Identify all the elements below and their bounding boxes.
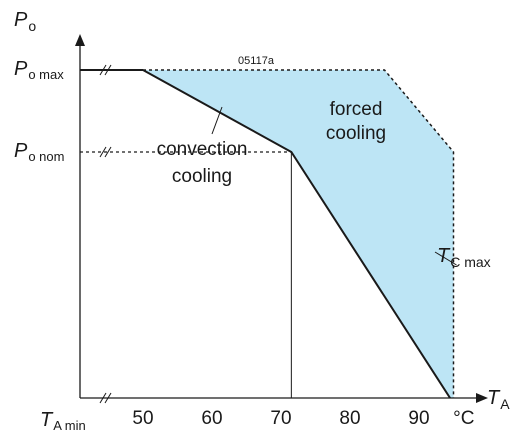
x-min-label: TA min [40,409,86,432]
x-axis-arrow [476,393,488,403]
convection-cooling-line [142,69,451,399]
y-tick-label-0-subscript: o max [28,67,64,82]
x-tick-label-0: 50 [132,408,153,429]
x-min-label-subscript: A min [53,418,86,432]
tc-max-pointer [434,251,457,266]
x-tick-label-1: 60 [201,408,222,429]
y-axis-arrow [75,34,85,46]
tc-max-label: TC max [437,245,491,270]
y-tick-label-1: Po nom [14,140,64,164]
break-mark-po-nom-b [104,146,112,158]
cooling-gain-area [143,70,454,398]
y-axis-label-subscript: o [28,18,36,34]
break-mark-x-axis-a [99,392,107,404]
figure-id: 05117a [238,55,275,67]
break-mark-po-nom-a [99,146,107,158]
break-mark-po-max-b [104,64,112,76]
tc-max-label-symbol: T [437,245,451,267]
x-axis-label-symbol: T [487,387,501,409]
forced-cooling-line [143,69,455,398]
forced-cooling-annotation-1: cooling [326,123,386,144]
x-tick-label-2: 70 [270,408,291,429]
convection-cooling-annotation-1: cooling [172,166,232,187]
tc-max-label-subscript: C max [450,254,490,270]
convection-cooling-annotation-0: convection [157,139,248,160]
y-axis-label-symbol: P [14,9,28,31]
x-min-label-symbol: T [40,409,54,431]
y-axis-label: Po [14,9,36,34]
x-tick-label-3: 80 [339,408,360,429]
forced-cooling-annotation-0: forced [330,99,383,120]
break-mark-x-axis-b [104,392,112,404]
x-axis-label: TA [487,387,510,412]
y-tick-label-0: Po max [14,58,64,82]
x-tick-label-4: 90 [408,408,429,429]
break-mark-po-max-a [99,64,107,76]
y-tick-label-0-symbol: P [14,58,28,80]
y-tick-label-1-symbol: P [14,140,28,162]
x-axis-label-subscript: A [500,396,510,412]
y-tick-label-1-subscript: o nom [28,149,64,164]
convection-pointer [211,106,223,135]
x-tick-label-5: °C [453,408,474,429]
